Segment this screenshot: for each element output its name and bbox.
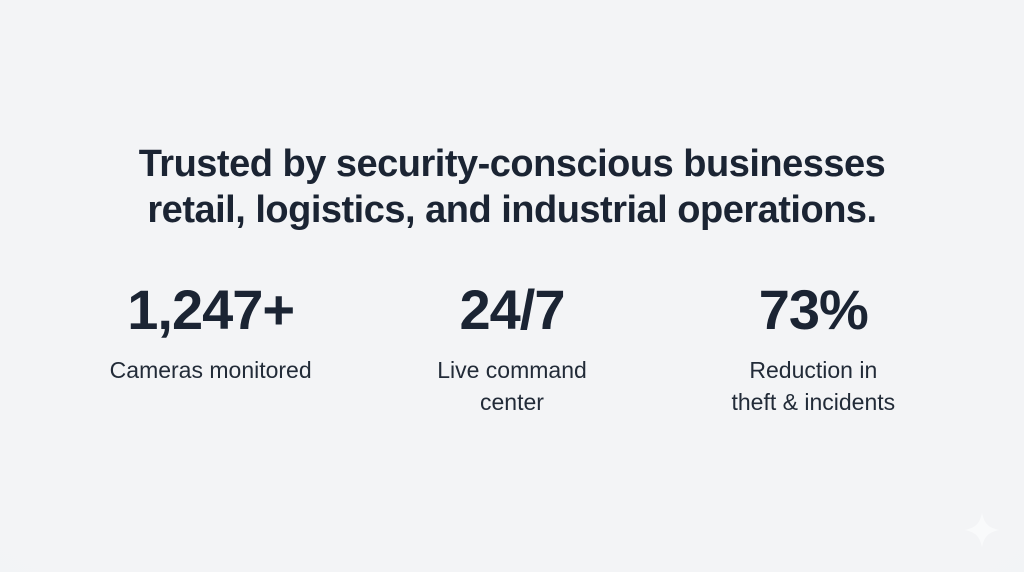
stat-cameras-monitored: 1,247+ Cameras monitored (60, 282, 361, 418)
stat-label: Live command center (437, 357, 587, 415)
sparkle-icon (964, 512, 1000, 548)
stat-value: 24/7 (459, 278, 565, 341)
stat-value: 1,247+ (127, 278, 295, 341)
heading-line-2: retail, logistics, and industrial operat… (147, 189, 877, 232)
stat-value: 73% (758, 278, 869, 341)
heading-line-1: Trusted by security-conscious businesses (138, 143, 886, 186)
stat-label: Reduction in theft & incidents (731, 357, 896, 415)
stats-row: 1,247+ Cameras monitored 24/7 Live comma… (60, 282, 964, 418)
stat-theft-reduction: 73% Reduction in theft & incidents (663, 282, 964, 418)
stat-label: Cameras monitored (109, 357, 312, 383)
stat-live-command-center: 24/7 Live command center (361, 282, 662, 418)
page-title: Trusted by security-conscious businesses… (60, 141, 964, 233)
